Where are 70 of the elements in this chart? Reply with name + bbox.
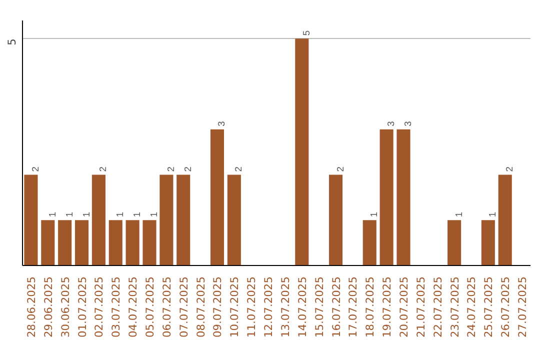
bar [160,174,174,266]
x-tick-label: 21.07.2025 [414,276,428,338]
x-tick-label: 24.07.2025 [465,276,478,338]
data-label: 2 [30,166,40,172]
bar [227,174,241,266]
x-tick-label: 23.07.2025 [448,276,462,338]
bar [380,129,394,266]
x-tick-label: 29.06.2025 [42,276,55,338]
x-tick-label: 20.07.2025 [398,276,410,338]
bar [210,129,224,266]
bar [448,220,462,266]
x-tick-label: 27.07.2025 [516,276,530,338]
data-label: 1 [454,212,464,218]
bar [142,220,156,266]
data-label: 1 [47,212,58,218]
x-tick-label: 08.07.2025 [194,276,208,338]
x-tick-label: 26.07.2025 [499,276,512,338]
bar [176,174,190,266]
x-tick-label: 05.07.2025 [144,276,156,338]
x-tick-label: 11.07.2025 [245,276,258,338]
data-label: 1 [132,212,142,218]
data-label: 2 [166,166,176,172]
bar [362,220,376,266]
x-tick-label: 17.07.2025 [346,276,360,338]
bar [481,220,495,266]
data-label: 2 [234,166,244,172]
data-label: 1 [81,212,92,218]
data-label: 3 [216,121,227,126]
x-tick-label: 22.07.2025 [431,276,444,338]
x-tick-label: 07.07.2025 [177,276,190,338]
x-tick-label: 09.07.2025 [211,276,224,338]
x-tick-label: 10.07.2025 [228,276,242,338]
x-tick-label: 04.07.2025 [126,276,140,338]
x-tick-label: 28.06.2025 [24,276,38,338]
x-tick-label: 14.07.2025 [296,276,309,338]
bar [41,220,55,266]
data-label: 1 [115,212,126,218]
bar [74,220,89,266]
bar [295,38,309,266]
data-label: 3 [386,121,396,126]
x-tick-label: 13.07.2025 [278,276,292,338]
data-label: 1 [149,212,159,218]
data-label: 2 [335,166,346,172]
data-label: 1 [64,212,74,218]
bar [328,174,343,266]
x-tick-label: 03.07.2025 [110,276,123,338]
data-label: 5 [301,30,312,36]
x-tick-label: 15.07.2025 [312,276,326,338]
x-tick-label: 18.07.2025 [364,276,377,338]
data-label: 1 [488,212,498,218]
data-label: 2 [98,166,108,172]
x-tick-label: 19.07.2025 [380,276,394,338]
data-label: 3 [403,121,413,126]
bar [126,220,140,266]
bar [108,220,122,266]
x-tick-label: 25.07.2025 [482,276,496,338]
x-tick-label: 16.07.2025 [330,276,343,338]
data-label: 2 [182,166,193,172]
data-label: 2 [504,166,515,172]
x-tick-label: 01.07.2025 [76,276,89,338]
bar [58,220,72,266]
bar [396,129,410,266]
x-tick-label: 06.07.2025 [160,276,174,338]
bar [24,174,38,266]
bar [92,174,106,266]
x-tick-label: 30.06.2025 [58,276,72,338]
data-label: 1 [369,212,380,218]
bar [498,174,512,266]
x-tick-label: 02.07.2025 [92,276,106,338]
x-tick-label: 12.07.2025 [262,276,276,338]
